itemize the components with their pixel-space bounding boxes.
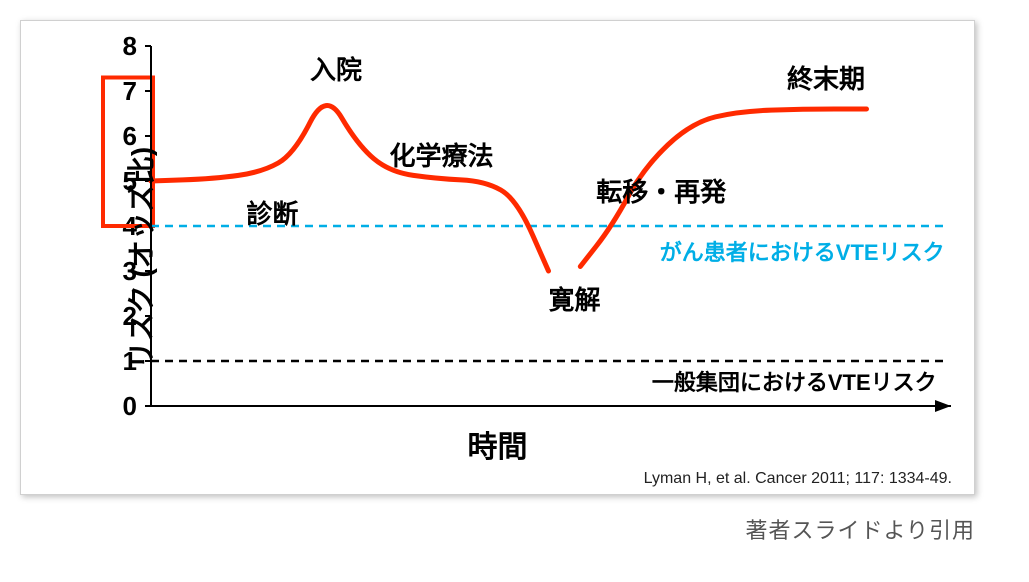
annotation-remis: 寛解: [549, 280, 601, 317]
annotation-terminal: 終末期: [787, 59, 865, 96]
annotation-hosp: 入院: [310, 50, 362, 87]
x-axis-label: 時間: [468, 422, 528, 466]
y-axis-label: リスク (オッズ比): [120, 146, 160, 368]
annotation-chemo: 化学療法: [390, 136, 494, 173]
svg-text:0: 0: [123, 391, 137, 421]
citation-text: Lyman H, et al. Cancer 2011; 117: 1334-4…: [644, 470, 952, 488]
annotation-general: 一般集団におけるVTEリスク: [652, 365, 937, 397]
annotation-metas: 転移・再発: [596, 172, 726, 209]
svg-text:7: 7: [123, 76, 137, 106]
chart-frame: リスク (オッズ比) 時間 012345678 Lyman H, et al. …: [20, 20, 975, 495]
annotation-cancer: がん患者におけるVTEリスク: [660, 235, 945, 267]
svg-text:8: 8: [123, 31, 137, 61]
caption-text: 著者スライドより引用: [20, 513, 975, 545]
annotation-diag: 診断: [246, 194, 298, 231]
